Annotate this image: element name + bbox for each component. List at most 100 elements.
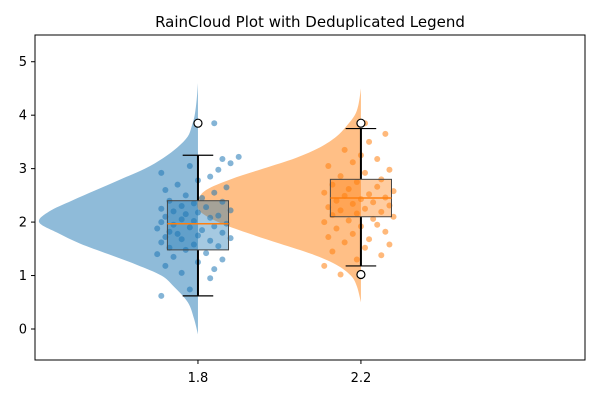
rain-point-1-49 [382, 130, 389, 137]
rain-point-1-26 [349, 200, 356, 207]
rain-point-0-15 [158, 239, 165, 246]
rain-point-1-38 [353, 179, 360, 185]
x-tick-label-0: 1.8 [188, 371, 209, 386]
rain-point-0-20 [194, 232, 201, 239]
rain-point-1-24 [325, 204, 332, 211]
rain-point-1-5 [362, 244, 368, 251]
rain-point-0-0 [158, 292, 165, 299]
y-tick-label-0: 0 [19, 322, 27, 337]
rain-point-0-41 [203, 204, 210, 211]
y-tick-label-5: 5 [19, 55, 27, 70]
rain-point-0-7 [219, 256, 226, 263]
rain-point-1-15 [321, 219, 328, 226]
axes: 0 1 2 3 4 5 1.8 2.2 [19, 55, 372, 386]
rain-point-1-18 [390, 213, 397, 220]
outlier-0-0 [193, 118, 203, 128]
rain-point-0-22 [219, 229, 226, 236]
rain-point-1-9 [325, 234, 332, 241]
rain-point-0-19 [162, 234, 169, 241]
rain-point-1-43 [325, 162, 332, 169]
rain-point-0-50 [223, 184, 230, 191]
rain-point-0-12 [166, 244, 173, 251]
y-tick-label-3: 3 [19, 162, 27, 177]
rain-point-0-25 [154, 225, 161, 232]
rain-point-0-34 [162, 213, 169, 220]
rain-point-0-18 [227, 235, 234, 242]
rain-point-0-27 [211, 223, 218, 230]
rain-point-1-27 [370, 199, 377, 206]
rain-point-0-24 [199, 227, 206, 234]
rain-point-1-20 [353, 210, 360, 217]
rain-point-1-17 [370, 215, 377, 222]
rain-point-0-32 [178, 216, 185, 223]
rain-point-0-42 [178, 203, 185, 210]
chart-title: RainCloud Plot with Deduplicated Legend [155, 13, 465, 31]
rain-point-0-3 [178, 269, 185, 276]
rain-point-0-8 [170, 253, 177, 260]
rain-point-1-6 [386, 241, 393, 248]
rain-point-1-21 [378, 208, 385, 215]
rain-point-1-11 [382, 228, 389, 235]
rain-point-1-0 [337, 271, 344, 278]
rain-point-1-23 [362, 205, 368, 212]
rain-point-0-40 [158, 205, 165, 212]
rain-point-0-26 [186, 224, 193, 231]
plot-area [38, 83, 397, 335]
rain-point-1-45 [374, 156, 381, 163]
rain-point-0-17 [178, 236, 185, 243]
rain-point-1-4 [329, 248, 336, 255]
y-tick-label-2: 2 [19, 216, 27, 231]
rain-point-1-33 [321, 189, 328, 196]
rain-point-0-14 [190, 241, 197, 248]
rain-point-0-51 [174, 181, 181, 188]
rain-point-0-38 [170, 208, 177, 215]
y-tick-label-1: 1 [19, 269, 27, 284]
rain-point-1-16 [345, 217, 352, 224]
rain-point-1-47 [341, 146, 348, 153]
rain-point-1-48 [366, 138, 373, 145]
rain-point-0-2 [207, 275, 214, 282]
rain-point-0-21 [174, 230, 181, 237]
rain-point-0-56 [186, 162, 193, 169]
outlier-1-1 [356, 118, 366, 128]
rain-point-0-9 [154, 251, 161, 258]
rain-point-0-59 [235, 153, 242, 160]
rain-point-1-37 [329, 181, 336, 188]
rain-point-0-35 [215, 212, 222, 219]
rain-point-0-10 [203, 250, 210, 257]
rain-point-1-34 [390, 188, 397, 195]
box-0 [166, 200, 230, 251]
rain-point-0-36 [182, 211, 189, 218]
rain-point-1-32 [366, 191, 373, 198]
rain-point-0-13 [215, 243, 222, 250]
axes-frame [34, 34, 586, 361]
rain-point-0-16 [207, 237, 214, 244]
rain-point-1-44 [349, 159, 356, 166]
rain-point-1-14 [374, 221, 381, 228]
cloud-1 [197, 88, 361, 303]
rain-point-0-30 [158, 219, 165, 226]
rain-point-0-5 [162, 262, 169, 269]
rain-point-0-48 [211, 189, 218, 196]
rain-point-0-37 [194, 209, 201, 216]
rain-point-1-35 [345, 185, 352, 192]
y-tick-label-4: 4 [19, 109, 27, 124]
rain-point-0-46 [199, 195, 206, 202]
rain-point-1-22 [337, 207, 344, 214]
rain-point-1-7 [341, 239, 348, 246]
rain-point-1-28 [333, 197, 340, 204]
rain-point-0-43 [190, 200, 197, 207]
rain-point-1-8 [366, 236, 373, 243]
rain-point-0-53 [207, 173, 214, 180]
rain-point-1-36 [374, 183, 381, 190]
rain-point-1-2 [353, 256, 360, 263]
rain-point-1-41 [362, 169, 368, 176]
rain-point-0-47 [182, 192, 189, 199]
rain-point-0-49 [162, 187, 169, 194]
rain-point-0-23 [166, 228, 173, 235]
rain-point-1-12 [333, 225, 340, 232]
outlier-1-0 [356, 269, 366, 280]
rain-point-1-10 [349, 230, 356, 237]
rain-point-0-39 [227, 207, 234, 214]
